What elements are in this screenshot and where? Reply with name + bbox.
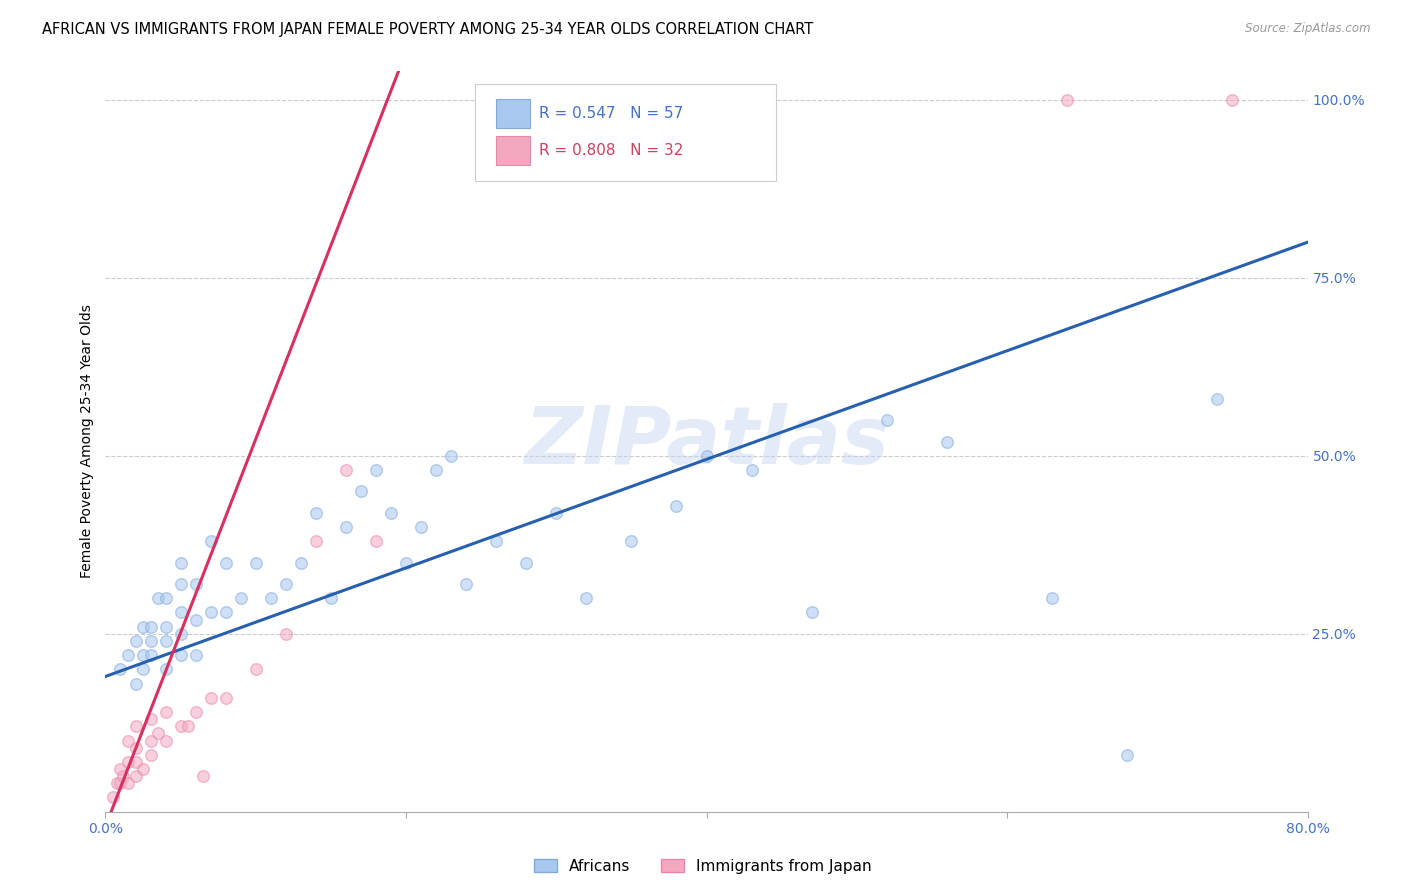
Point	[184, 705, 207, 719]
Point	[665, 499, 688, 513]
Point	[155, 733, 177, 747]
Point	[319, 591, 342, 606]
Point	[620, 534, 643, 549]
Point	[214, 690, 236, 705]
Point	[124, 769, 146, 783]
Point	[260, 591, 283, 606]
Bar	[496, 136, 530, 165]
Text: Source: ZipAtlas.com: Source: ZipAtlas.com	[1246, 22, 1371, 36]
Point	[274, 626, 297, 640]
Point	[184, 577, 207, 591]
Point	[290, 556, 312, 570]
Point	[101, 790, 124, 805]
Point	[546, 506, 568, 520]
Point	[245, 662, 267, 676]
Legend: Africans, Immigrants from Japan: Africans, Immigrants from Japan	[529, 853, 877, 880]
Point	[169, 556, 191, 570]
Point	[110, 776, 132, 790]
Point	[335, 463, 357, 477]
Point	[124, 719, 146, 733]
Point	[177, 719, 200, 733]
Point	[155, 662, 177, 676]
Point	[139, 712, 162, 726]
Point	[274, 577, 297, 591]
Point	[117, 776, 139, 790]
Point	[169, 577, 191, 591]
Text: ZIPatlas: ZIPatlas	[524, 402, 889, 481]
Point	[515, 556, 537, 570]
Point	[876, 413, 898, 427]
Point	[155, 591, 177, 606]
Point	[200, 534, 222, 549]
Point	[1206, 392, 1229, 406]
Point	[1222, 93, 1244, 107]
Point	[132, 619, 155, 633]
Point	[741, 463, 763, 477]
Point	[146, 591, 169, 606]
Point	[936, 434, 959, 449]
Point	[139, 733, 162, 747]
Text: R = 0.547   N = 57: R = 0.547 N = 57	[540, 106, 683, 121]
Point	[200, 690, 222, 705]
Point	[214, 556, 236, 570]
Point	[117, 648, 139, 662]
Point	[1040, 591, 1063, 606]
Y-axis label: Female Poverty Among 25-34 Year Olds: Female Poverty Among 25-34 Year Olds	[80, 304, 94, 579]
Point	[454, 577, 477, 591]
Point	[350, 484, 373, 499]
Point	[364, 463, 387, 477]
Point	[139, 619, 162, 633]
Point	[305, 506, 328, 520]
Point	[155, 633, 177, 648]
Point	[132, 762, 155, 776]
Point	[800, 606, 823, 620]
Point	[200, 606, 222, 620]
Point	[110, 762, 132, 776]
Point	[124, 755, 146, 769]
Point	[169, 626, 191, 640]
Point	[132, 648, 155, 662]
Point	[305, 534, 328, 549]
Point	[1056, 93, 1078, 107]
Point	[139, 633, 162, 648]
Text: AFRICAN VS IMMIGRANTS FROM JAPAN FEMALE POVERTY AMONG 25-34 YEAR OLDS CORRELATIO: AFRICAN VS IMMIGRANTS FROM JAPAN FEMALE …	[42, 22, 814, 37]
Point	[107, 776, 129, 790]
Point	[124, 740, 146, 755]
Point	[169, 719, 191, 733]
Point	[184, 648, 207, 662]
Point	[139, 747, 162, 762]
Point	[425, 463, 447, 477]
Point	[146, 726, 169, 740]
Point	[117, 733, 139, 747]
Point	[155, 705, 177, 719]
Point	[364, 534, 387, 549]
Point	[335, 520, 357, 534]
Point	[169, 648, 191, 662]
Bar	[496, 99, 530, 128]
Point	[112, 769, 135, 783]
Point	[229, 591, 252, 606]
Point	[485, 534, 508, 549]
Point	[380, 506, 402, 520]
Point	[110, 662, 132, 676]
Point	[155, 619, 177, 633]
Text: R = 0.808   N = 32: R = 0.808 N = 32	[540, 143, 683, 158]
Point	[575, 591, 598, 606]
Point	[395, 556, 418, 570]
Point	[409, 520, 432, 534]
Point	[139, 648, 162, 662]
Point	[214, 606, 236, 620]
Point	[184, 613, 207, 627]
Point	[245, 556, 267, 570]
Point	[132, 662, 155, 676]
Point	[696, 449, 718, 463]
Point	[169, 606, 191, 620]
Point	[191, 769, 214, 783]
Point	[117, 755, 139, 769]
Point	[440, 449, 463, 463]
Point	[124, 633, 146, 648]
Point	[1116, 747, 1139, 762]
FancyBboxPatch shape	[474, 84, 776, 181]
Point	[124, 676, 146, 690]
